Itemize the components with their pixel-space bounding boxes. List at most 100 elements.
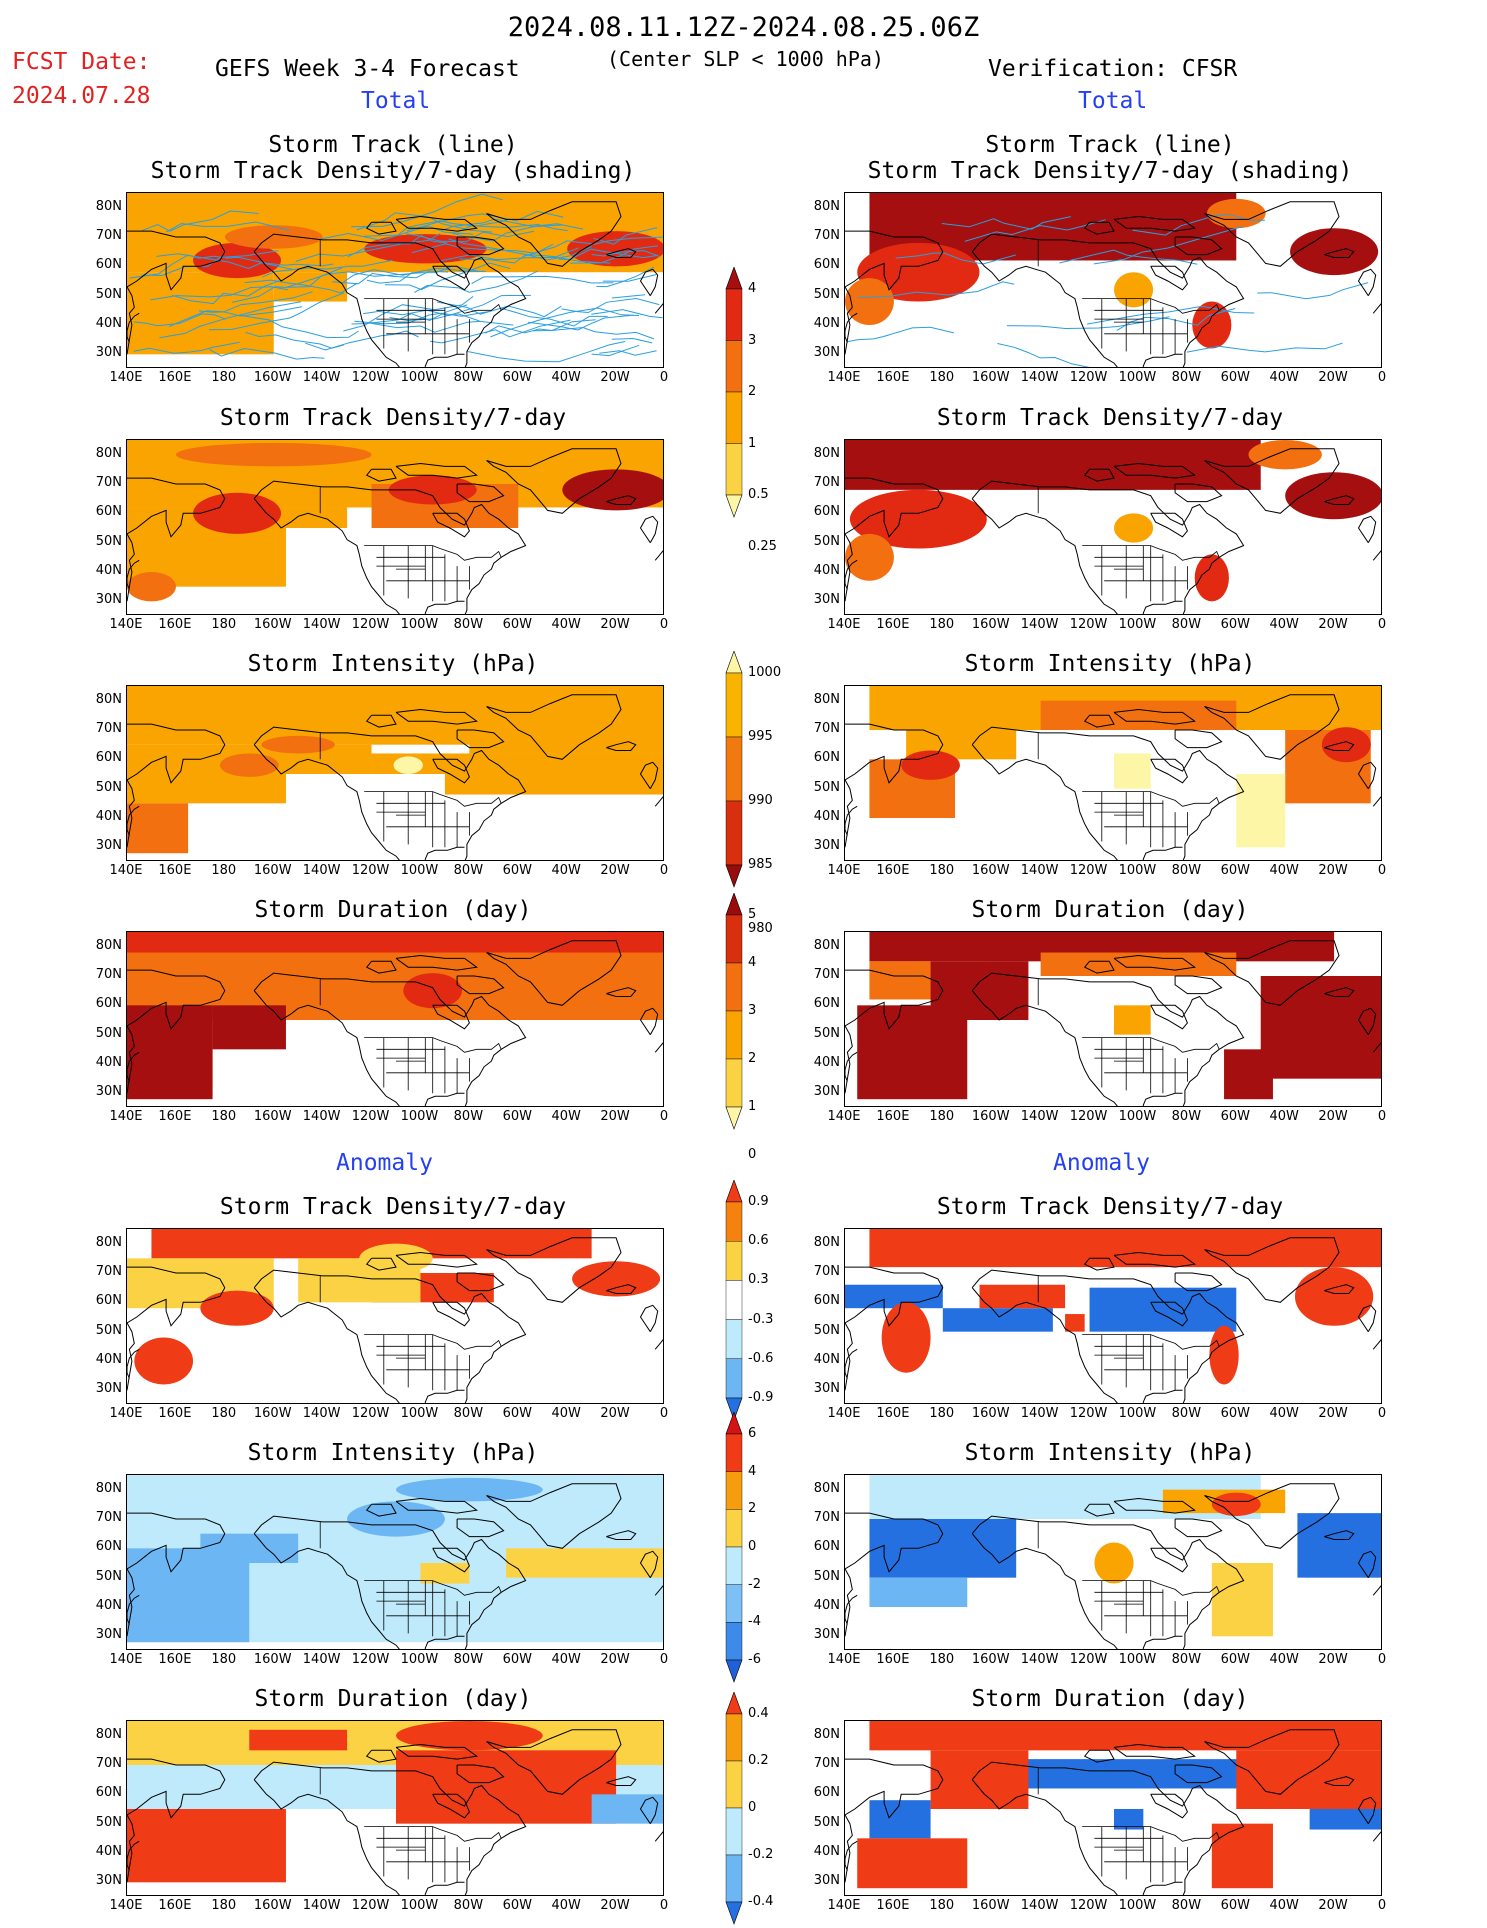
lon-label: 20W: [1318, 1898, 1348, 1913]
coastline: [253, 251, 400, 367]
lat-label: 80N: [813, 1480, 840, 1496]
coastline: [971, 1779, 1118, 1895]
map-panel-density-anom-left: [126, 1228, 664, 1404]
coastline: [1357, 1007, 1377, 1035]
coastline: [1174, 1518, 1223, 1538]
lat-label: 70N: [95, 1264, 122, 1279]
lon-label: 140W: [1020, 863, 1059, 878]
coastline: [395, 215, 478, 232]
coastline: [1113, 462, 1196, 479]
lon-label: 20W: [600, 1109, 630, 1124]
coastline: [395, 1743, 478, 1760]
colorbar-duration-total: [725, 893, 743, 1130]
storm-track-line: [320, 225, 474, 242]
coastline: [1174, 1764, 1223, 1784]
coastline: [253, 1779, 400, 1895]
colorbar-tick-label: 0.9: [748, 1194, 769, 1209]
map-field-duration-left: [127, 932, 663, 1106]
colorbar-tick-label: 4: [748, 281, 757, 296]
coastline: [456, 1518, 505, 1538]
lon-label: 0: [1377, 617, 1387, 632]
lon-label: 0: [659, 1406, 669, 1421]
lon-label: 60W: [1220, 1652, 1250, 1667]
coastline: [1372, 550, 1381, 561]
lat-label: 60N: [95, 750, 122, 766]
lon-label: 140E: [109, 1109, 143, 1124]
colorbar-tick-label: 0: [748, 1147, 757, 1162]
storm-track-line: [414, 270, 538, 293]
coastline: [1174, 729, 1223, 749]
lon-label: 0: [1377, 1406, 1387, 1421]
lon-label: 20W: [600, 863, 630, 878]
coastline: [654, 303, 663, 314]
coastline: [127, 230, 226, 355]
coastline: [1174, 1272, 1223, 1292]
coastline: [127, 969, 226, 1094]
lat-label: 30N: [95, 592, 122, 608]
colorbar-tick-label: -0.6: [748, 1350, 774, 1366]
lon-label: 180: [211, 370, 237, 385]
coastline: [606, 495, 637, 505]
colorbar-tick-label: 3: [748, 1003, 757, 1018]
lon-label: 60W: [1220, 617, 1250, 632]
storm-track-line: [405, 230, 535, 243]
lon-label: 180: [929, 1652, 955, 1667]
lon-label: 20W: [600, 1898, 630, 1913]
lat-label: 60N: [813, 1785, 840, 1801]
lon-label: 0: [659, 1652, 669, 1667]
coastline: [456, 1764, 505, 1784]
lon-label: 100W: [400, 1652, 439, 1667]
coastline: [1142, 600, 1183, 614]
colorbar-intensity-total: [725, 651, 743, 888]
colorbar-tick-label: 5: [748, 907, 757, 922]
coastline: [606, 1776, 637, 1786]
lat-label: 70N: [95, 1510, 122, 1525]
coastline: [365, 1257, 397, 1271]
storm-track-line: [370, 320, 514, 333]
storm-track-line: [384, 262, 511, 291]
lon-label: 140W: [1020, 1109, 1059, 1124]
coastline: [1357, 761, 1377, 789]
colorbar-tick-label: 0.4: [748, 1706, 769, 1721]
lat-label: 50N: [95, 286, 122, 302]
lat-label: 70N: [95, 721, 122, 736]
colorbar-tick-label: 2: [748, 1501, 757, 1517]
coastline: [606, 1530, 637, 1540]
map-panel-track-left: [126, 192, 664, 368]
map-field-intensity-anom-left: [127, 1475, 663, 1649]
lon-label: 140E: [827, 1652, 861, 1667]
lon-label: 80W: [1171, 1652, 1202, 1667]
lon-label: 20W: [600, 1406, 630, 1421]
map-field-track-right: [845, 193, 1381, 367]
coastline: [253, 480, 527, 614]
storm-track-line: [406, 210, 564, 232]
storm-track-line: [411, 243, 554, 254]
coastline: [1324, 248, 1355, 258]
lat-label: 70N: [813, 1756, 840, 1771]
coastline: [1204, 694, 1340, 760]
storm-track-line: [485, 319, 596, 334]
coastline: [971, 1269, 1245, 1403]
lat-label: 60N: [95, 996, 122, 1012]
storm-track-line: [150, 286, 288, 301]
coastline: [253, 990, 400, 1106]
lat-label: 30N: [95, 1084, 122, 1100]
lat-label: 80N: [813, 691, 840, 707]
lon-label: 160E: [158, 1406, 192, 1421]
coastline: [486, 1483, 622, 1549]
lat-label: 80N: [813, 1234, 840, 1250]
lon-label: 160E: [876, 617, 910, 632]
lat-label: 70N: [813, 475, 840, 490]
coastline: [1324, 1530, 1355, 1540]
coastline: [486, 940, 622, 1006]
lon-label: 160W: [971, 370, 1010, 385]
coastline: [1372, 1339, 1381, 1350]
lat-label: 80N: [813, 445, 840, 461]
lon-label: 180: [929, 1406, 955, 1421]
storm-track-line: [533, 326, 655, 340]
storm-track-line: [611, 294, 646, 299]
political-border: [1082, 791, 1220, 807]
coastline: [424, 1881, 465, 1895]
lon-label: 180: [929, 863, 955, 878]
lon-label: 160W: [253, 863, 292, 878]
